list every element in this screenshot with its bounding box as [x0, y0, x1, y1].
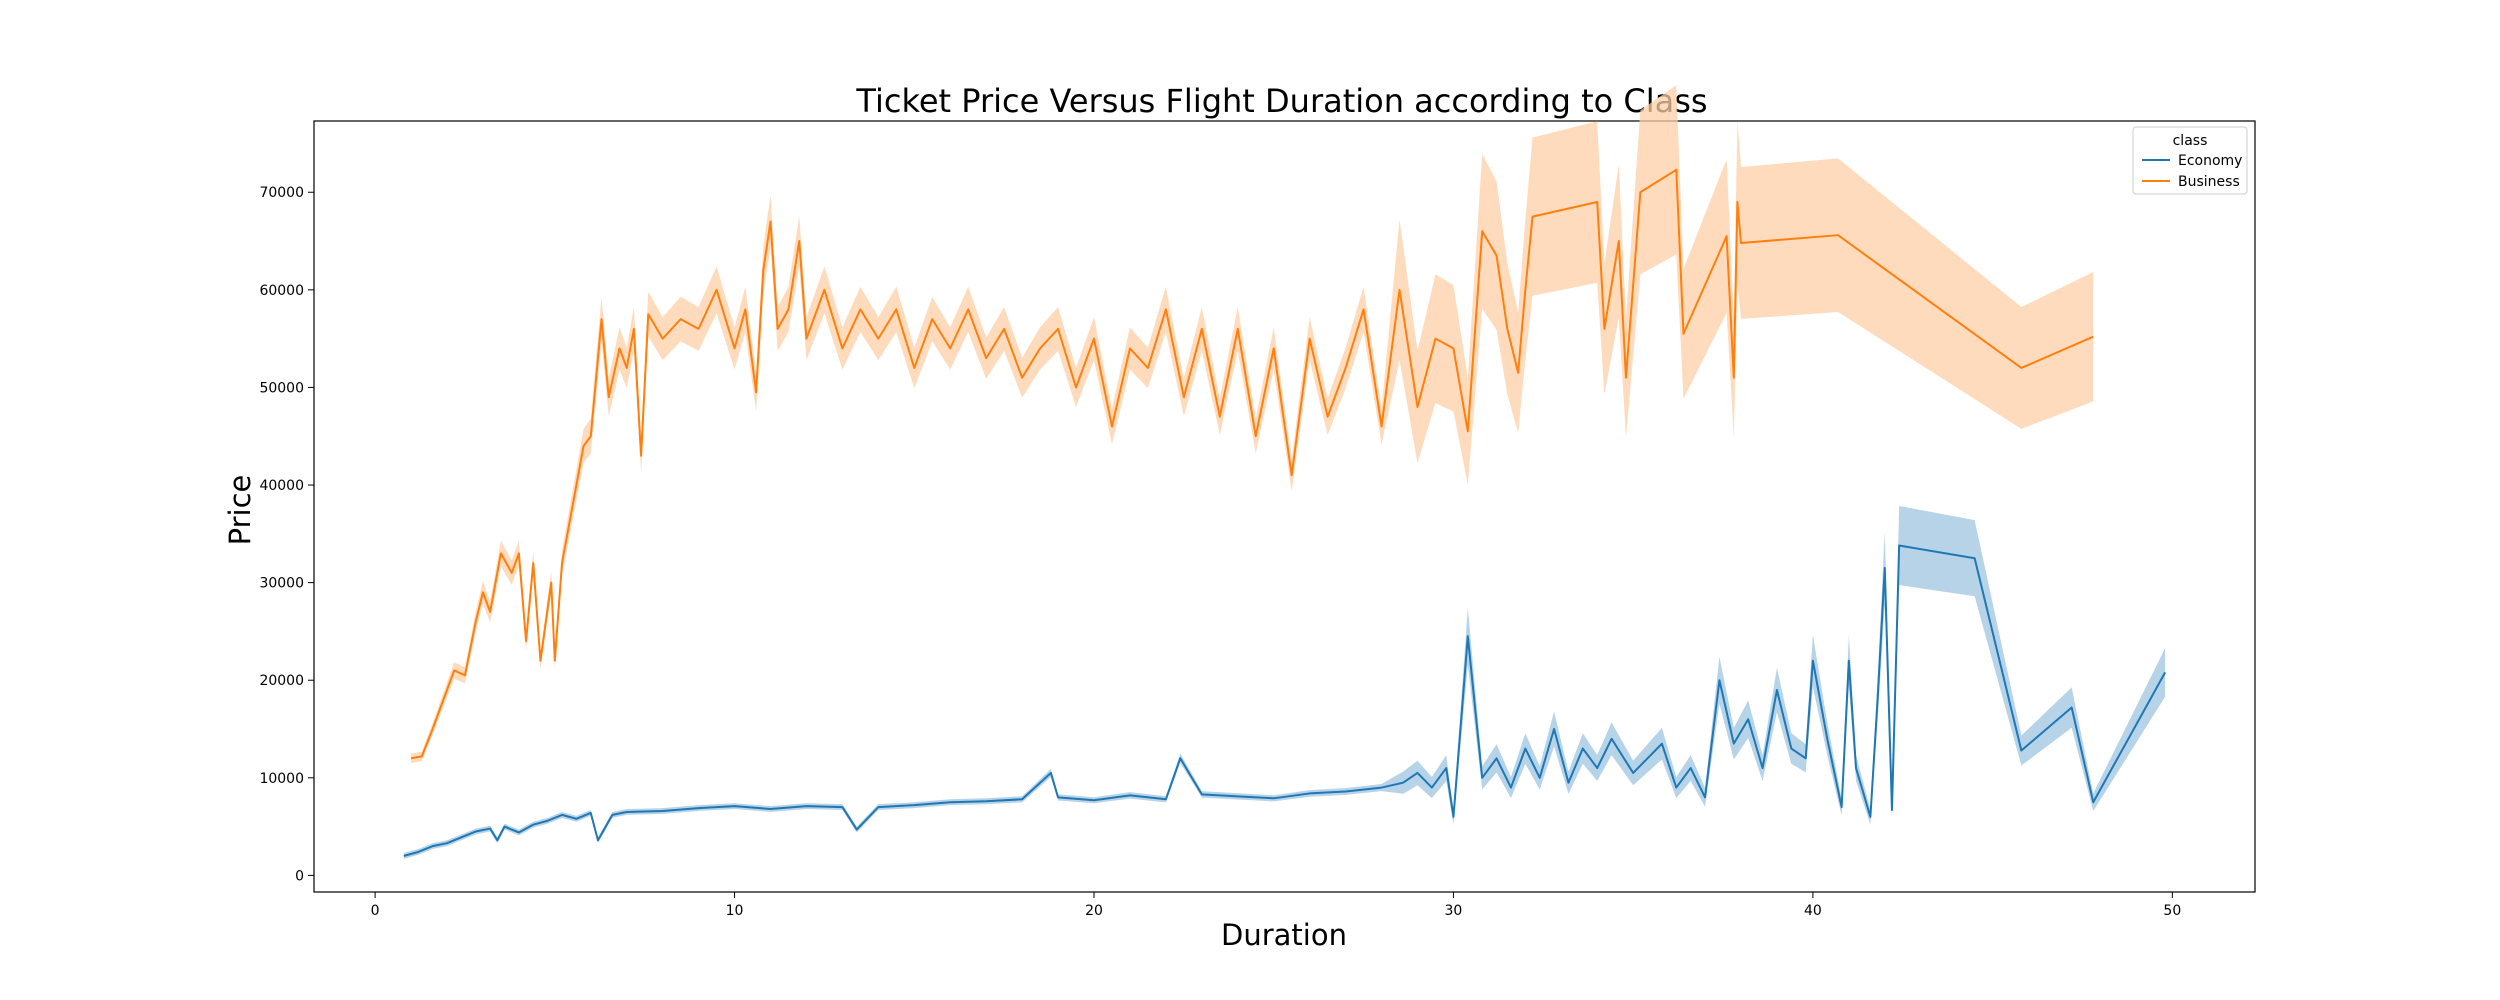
plot-area: 0 10 20 30 40 50 0 10000 20000 30000 40000 50000 60…: [259, 85, 2256, 919]
y-tick-label: 60000: [259, 283, 304, 299]
legend-title: class: [2173, 133, 2208, 149]
x-axis-ticks: 0 10 20 30 40 50: [371, 892, 2181, 919]
y-axis-label: Price: [223, 475, 257, 546]
y-tick-label: 70000: [259, 185, 304, 201]
confidence-bands: [403, 85, 2166, 859]
y-tick-label: 20000: [259, 673, 304, 689]
x-axis-label: Duration: [1221, 918, 1347, 952]
legend-box: [2132, 126, 2248, 195]
band-business: [411, 85, 2094, 763]
series-lines: [403, 168, 2167, 857]
legend: class Economy Business: [2132, 126, 2248, 195]
legend-label-economy: Economy: [2178, 153, 2242, 169]
x-tick-label: 30: [1445, 903, 1463, 919]
chart-title: Ticket Price Versus Flight Duration acco…: [855, 82, 1707, 120]
legend-label-business: Business: [2178, 174, 2240, 190]
series-line-economy: [403, 544, 2167, 857]
y-tick-label: 30000: [259, 576, 304, 592]
y-tick-label: 50000: [259, 380, 304, 396]
x-tick-label: 20: [1085, 903, 1103, 919]
y-tick-label: 10000: [259, 771, 304, 787]
x-tick-label: 50: [2163, 903, 2181, 919]
series-line-business: [410, 168, 2094, 760]
x-tick-label: 0: [371, 903, 380, 919]
x-tick-label: 10: [726, 903, 744, 919]
y-tick-label: 0: [295, 868, 304, 884]
y-tick-label: 40000: [259, 478, 304, 494]
plot-frame: [313, 120, 2256, 893]
y-axis-ticks: 0 10000 20000 30000 40000 50000 60000 70000: [259, 185, 314, 884]
band-economy: [403, 505, 2166, 859]
x-tick-label: 40: [1804, 903, 1822, 919]
